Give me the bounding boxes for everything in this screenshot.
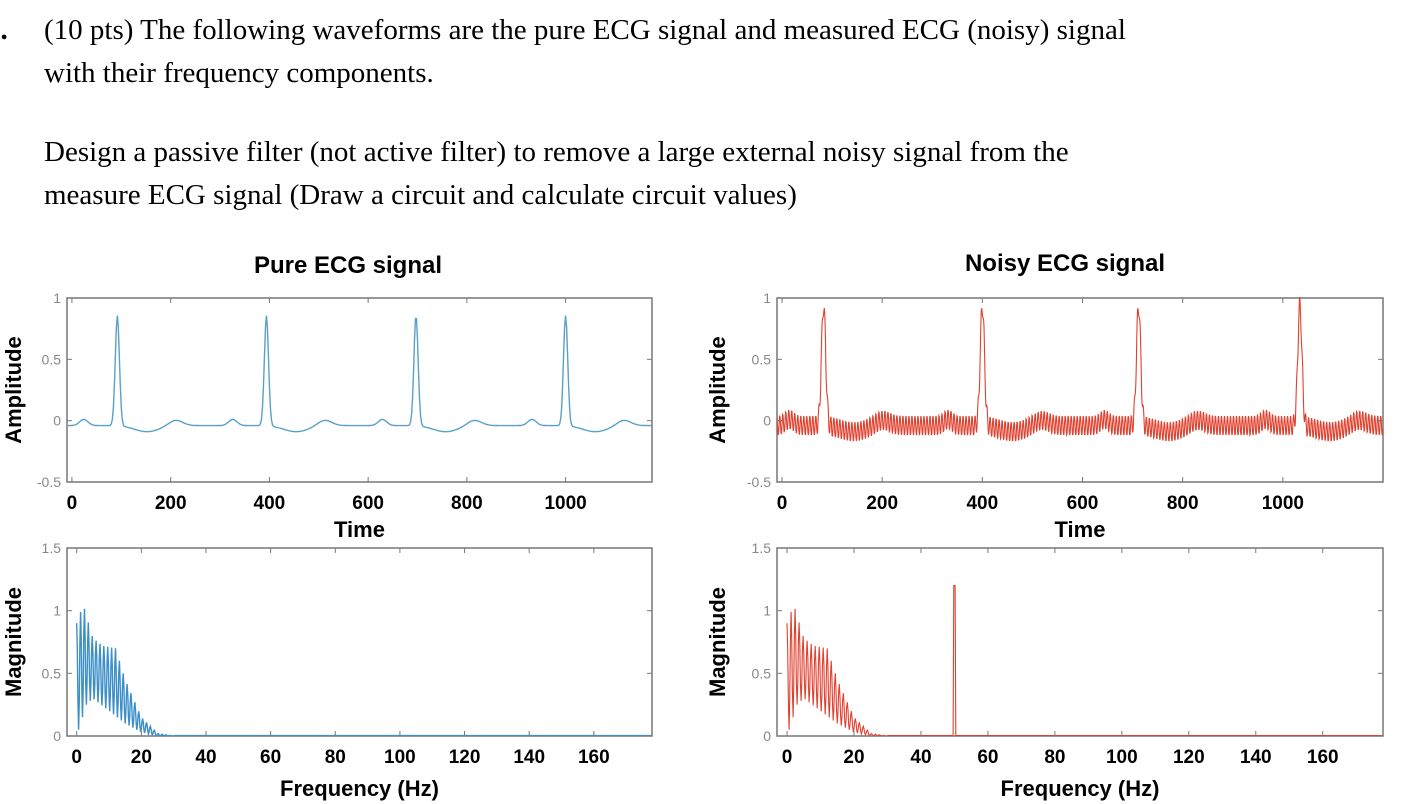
noisy-ecg-series-line: [777, 296, 1383, 442]
noisy-ecg-ytick-label: -0.5: [747, 474, 771, 490]
question-text-line1: (10 pts) The following waveforms are the…: [44, 14, 1126, 46]
pure-spectrum-xtick-label: 40: [195, 747, 216, 768]
pure-ecg-xtick-label: 800: [451, 493, 483, 514]
noisy-spectrum-plot-frame: [776, 547, 1384, 737]
noisy-ecg-xtick-label: 400: [966, 493, 998, 514]
question-number: 5.: [0, 14, 8, 46]
noisy-spectrum-xtick-label: 140: [1240, 747, 1272, 768]
pure-ecg-plot-frame: [66, 297, 653, 483]
pure-spectrum-xtick-label: 20: [131, 747, 152, 768]
pure-ecg-xtick-label: 200: [155, 493, 187, 514]
pure-spectrum-xaxis-label: Frequency (Hz): [280, 776, 439, 801]
pure-spectrum-plot-frame: [66, 547, 653, 737]
pure-ecg-xtick-label: 1000: [544, 493, 586, 514]
pure-spectrum-ytick-label: 1: [53, 603, 61, 619]
noisy-ecg-xaxis-label: Time: [1055, 517, 1106, 542]
noisy-ecg-ytick-label: 0.5: [752, 351, 772, 367]
noisy-ecg-ytick-label: 0: [763, 413, 771, 429]
noisy-spectrum-xtick-label: 0: [782, 747, 793, 768]
noisy-spectrum-xtick-label: 160: [1307, 747, 1339, 768]
noisy-ecg-plot-frame: [776, 297, 1384, 483]
noisy-spectrum-ytick-label: 1.5: [752, 540, 772, 556]
noisy-spectrum-xtick-label: 120: [1173, 747, 1205, 768]
noisy-ecg-chart: 0 200 400 600 800 1000 -0.5 0 0.5 1 Time Amplitude: [705, 290, 1384, 542]
question-text-line2: with their frequency components.: [44, 57, 434, 89]
noisy-spectrum-xtick-label: 40: [910, 747, 931, 768]
noisy-spectrum-xtick-label: 80: [1044, 747, 1065, 768]
noisy-ecg-xtick-label: 800: [1167, 493, 1199, 514]
pure-spectrum-xtick-label: 140: [513, 747, 545, 768]
noisy-ecg-title: Noisy ECG signal: [964, 250, 1166, 277]
pure-spectrum-xtick-label: 80: [325, 747, 346, 768]
noisy-spectrum-series-line: [786, 585, 1383, 736]
noisy-spectrum-yaxis-label: Magnitude: [705, 587, 730, 697]
pure-spectrum-yaxis-label: Magnitude: [1, 587, 26, 697]
pure-ecg-chart: 0 200 400 600 800 1000 -0.5 0 0.5 1 Time Amplitude: [1, 290, 653, 542]
noisy-ecg-yaxis-label: Amplitude: [705, 336, 730, 444]
noisy-spectrum-ytick-label: 1: [763, 603, 771, 619]
question-text-line3: Design a passive filter (not active filt…: [44, 136, 1069, 168]
noisy-ecg-xtick-label: 200: [866, 493, 898, 514]
pure-ecg-ytick-label: 1: [53, 290, 61, 306]
pure-spectrum-xtick-label: 100: [384, 747, 416, 768]
pure-spectrum-chart: 0 20 40 60 80 100 120 140 160 0 0.5 1 1.5 Frequency (…: [1, 540, 653, 801]
noisy-spectrum-xtick-label: 20: [843, 747, 864, 768]
pure-ecg-xaxis-label: Time: [334, 517, 385, 542]
pure-ecg-ytick-label: 0.5: [42, 351, 62, 367]
noisy-ecg-xtick-label: 1000: [1262, 493, 1304, 514]
pure-spectrum-xtick-label: 120: [449, 747, 481, 768]
pure-spectrum-ytick-label: 0.5: [42, 665, 62, 681]
pure-ecg-xtick-label: 600: [352, 493, 384, 514]
pure-ecg-yaxis-label: Amplitude: [1, 336, 26, 444]
pure-spectrum-series-line: [76, 608, 652, 736]
pure-spectrum-xtick-label: 0: [71, 747, 82, 768]
noisy-ecg-xtick-label: 600: [1067, 493, 1099, 514]
pure-spectrum-ytick-label: 0: [53, 728, 61, 744]
noisy-spectrum-xtick-label: 60: [977, 747, 998, 768]
noisy-spectrum-ytick-label: 0.5: [752, 665, 772, 681]
pure-ecg-title: Pure ECG signal: [253, 252, 443, 279]
pure-ecg-xtick-label: 0: [67, 493, 78, 514]
pure-spectrum-xtick-label: 60: [260, 747, 281, 768]
pure-ecg-series-line: [67, 315, 652, 433]
pure-ecg-ytick-label: 0: [53, 413, 61, 429]
pure-spectrum-xtick-label: 160: [578, 747, 610, 768]
noisy-spectrum-chart: 0 20 40 60 80 100 120 140 160 0 0.5 1 1.5 Frequency (…: [705, 540, 1384, 801]
noisy-spectrum-xtick-label: 100: [1106, 747, 1138, 768]
noisy-ecg-ytick-label: 1: [763, 290, 771, 306]
noisy-ecg-xtick-label: 0: [777, 493, 788, 514]
pure-spectrum-ytick-label: 1.5: [42, 540, 62, 556]
pure-ecg-ytick-label: -0.5: [37, 474, 61, 490]
question-text-line4: measure ECG signal (Draw a circuit and c…: [44, 179, 797, 211]
noisy-spectrum-xaxis-label: Frequency (Hz): [1001, 776, 1160, 801]
pure-ecg-xtick-label: 400: [254, 493, 286, 514]
noisy-spectrum-ytick-label: 0: [763, 728, 771, 744]
